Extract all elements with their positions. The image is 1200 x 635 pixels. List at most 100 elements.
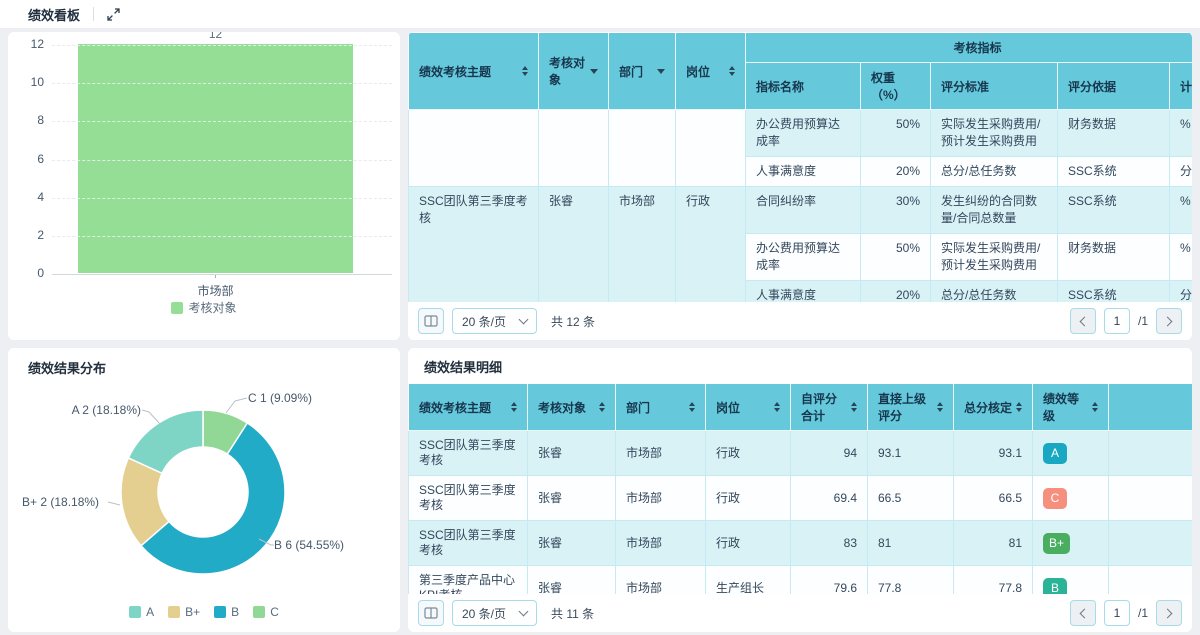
donut-chart[interactable] — [8, 378, 400, 600]
basis-cell: 财务数据 — [1057, 233, 1170, 281]
empty-cell — [1108, 520, 1192, 566]
column-header-label: 绩效考核主题 — [419, 400, 492, 415]
grade-badge-C: C — [1043, 487, 1067, 509]
grade-cell: B+ — [1032, 520, 1109, 566]
column-header-总分核定[interactable]: 总分核定 — [953, 383, 1033, 431]
sort-icon[interactable] — [1092, 402, 1098, 412]
legend-item-考核对象[interactable]: 考核对象 — [171, 299, 237, 316]
sub-column-header-评分标准[interactable]: 评分标准 — [930, 62, 1058, 110]
header-inner: 总分核定 — [964, 399, 1022, 416]
page-size-select[interactable]: 20 条/页 — [452, 308, 538, 334]
gridline — [52, 159, 392, 161]
post-cell: 行政 — [705, 520, 791, 566]
sort-icon[interactable] — [1016, 402, 1022, 412]
gridline — [52, 197, 392, 199]
sub-column-header-权重（%）[interactable]: 权重（%） — [860, 62, 931, 110]
next-page-button[interactable] — [1156, 600, 1182, 626]
header-inner: 绩效考核主题 — [419, 63, 528, 80]
column-header-empty — [1108, 383, 1192, 431]
legend-swatch — [214, 606, 227, 618]
column-header-label: 考核对象 — [538, 400, 587, 415]
x-axis-category-label: 市场部 — [197, 284, 234, 298]
grade-cell: A — [1032, 430, 1109, 476]
target-cell: 张睿 — [527, 520, 616, 566]
current-page-box[interactable]: 1 — [1103, 600, 1130, 626]
legend-item-B[interactable]: B — [214, 605, 239, 619]
header-inner: 绩效等级 — [1043, 390, 1098, 424]
chevron-left-icon — [1079, 608, 1090, 618]
legend-item-A[interactable]: A — [129, 605, 154, 619]
result-detail-table-card: 绩效结果明细 绩效考核主题 考核对象 部门 岗位 自评分合计 直接上级评分 总分核定 绩效等级… — [408, 348, 1192, 632]
sort-icon[interactable] — [729, 66, 735, 76]
sort-icon[interactable] — [511, 402, 517, 412]
column-header-label: 直接上级评分 — [878, 392, 927, 423]
donut-segment-B[interactable] — [139, 421, 286, 575]
bar-市场部[interactable] — [78, 44, 353, 273]
sort-desc-arrow — [599, 408, 605, 412]
basis-cell: 财务数据 — [1057, 109, 1170, 157]
column-header-岗位[interactable]: 岗位 — [675, 32, 746, 110]
column-header-label: 部门 — [619, 64, 644, 79]
table-row: SSC团队第三季度考核 张睿 市场部 行政 94 93.1 93.1 A — [408, 430, 1192, 476]
filter-dropdown-icon[interactable] — [657, 68, 665, 74]
chevron-down-icon — [518, 314, 529, 325]
sub-column-header-评分依据[interactable]: 评分依据 — [1057, 62, 1170, 110]
header-inner: 直接上级评分 — [878, 390, 943, 424]
group-header-考核指标: 考核指标 — [744, 32, 1192, 63]
column-settings-button[interactable] — [418, 600, 444, 626]
legend-swatch — [129, 606, 142, 618]
table-header-row: 绩效考核主题 考核对象 部门 岗位 自评分合计 直接上级评分 总分核定 绩效等级 — [408, 383, 1192, 431]
sub-column-header-计[interactable]: 计 — [1168, 62, 1192, 110]
y-tick-label: 0 — [37, 266, 44, 280]
sort-icon[interactable] — [774, 402, 780, 412]
prev-page-button[interactable] — [1069, 308, 1096, 334]
fullscreen-expand-icon[interactable] — [107, 7, 120, 21]
sort-icon[interactable] — [522, 66, 528, 76]
sort-icon[interactable] — [689, 402, 695, 412]
column-header-考核对象[interactable]: 考核对象 — [538, 32, 609, 110]
sort-desc-arrow — [729, 72, 735, 76]
donut-callout-Bplus: B+ 2 (18.18%) — [22, 495, 100, 509]
legend-item-B+[interactable]: B+ — [168, 605, 200, 619]
sort-asc-arrow — [599, 402, 605, 406]
sort-desc-arrow — [774, 408, 780, 412]
bar-chart-plot-area: 12 市场部 — [52, 32, 392, 298]
chevron-right-icon — [1162, 316, 1173, 326]
prev-page-button[interactable] — [1069, 600, 1096, 626]
column-header-label: 总分核定 — [964, 400, 1013, 415]
empty-cell — [1108, 475, 1192, 521]
column-header-部门[interactable]: 部门 — [615, 383, 706, 431]
weight-cell: 50% — [860, 233, 931, 281]
dept-cell: 市场部 — [615, 475, 706, 521]
indicator-name-cell: 办公费用预算达成率 — [745, 109, 861, 157]
column-header-绩效考核主题[interactable]: 绩效考核主题 — [408, 32, 539, 110]
filter-dropdown-icon[interactable] — [590, 68, 598, 74]
column-header-自评分合计[interactable]: 自评分合计 — [790, 383, 868, 431]
sub-column-header-指标名称[interactable]: 指标名称 — [745, 62, 861, 110]
column-header-绩效考核主题[interactable]: 绩效考核主题 — [408, 383, 528, 431]
column-header-岗位[interactable]: 岗位 — [705, 383, 791, 431]
theme-cell: SSC团队第三季度考核 — [408, 430, 528, 476]
sort-asc-arrow — [774, 402, 780, 406]
column-header-绩效等级[interactable]: 绩效等级 — [1032, 383, 1109, 431]
callout-line-Bplus — [107, 501, 121, 506]
sort-icon[interactable] — [851, 402, 857, 412]
page-size-select[interactable]: 20 条/页 — [452, 600, 538, 626]
next-page-button[interactable] — [1156, 308, 1182, 334]
column-header-部门[interactable]: 部门 — [608, 32, 676, 110]
indicator-name-cell: 办公费用预算达成率 — [745, 233, 861, 281]
gridline — [52, 121, 392, 123]
donut-segment-A[interactable] — [127, 409, 204, 475]
gridline — [52, 45, 392, 46]
legend-label: B — [231, 605, 240, 619]
column-header-考核对象[interactable]: 考核对象 — [527, 383, 616, 431]
self-score-cell: 83 — [790, 520, 868, 566]
sort-icon[interactable] — [937, 402, 943, 412]
column-header-直接上级评分[interactable]: 直接上级评分 — [867, 383, 954, 431]
current-page-box[interactable]: 1 — [1103, 308, 1130, 334]
column-settings-button[interactable] — [418, 308, 444, 334]
unit-cell: % — [1168, 186, 1192, 234]
legend-item-C[interactable]: C — [253, 605, 279, 619]
sort-icon[interactable] — [599, 402, 605, 412]
